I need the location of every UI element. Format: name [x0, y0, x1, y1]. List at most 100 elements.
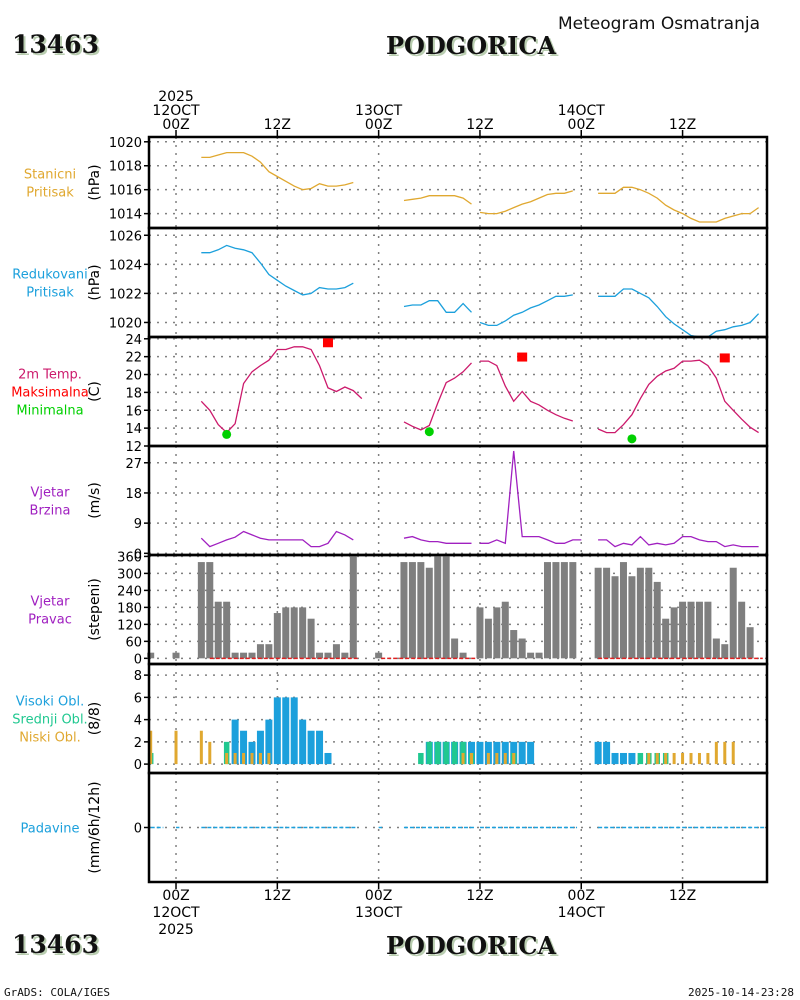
panel-frame: [147, 226, 769, 339]
bar: [316, 730, 324, 765]
bar: [248, 652, 256, 659]
y-tick-label: 60: [125, 635, 142, 650]
series-line: [200, 346, 363, 434]
bar: [240, 652, 248, 659]
y-tick-label: 1026: [109, 229, 142, 244]
bar: [418, 752, 424, 765]
unit-label: (m/s): [87, 482, 103, 519]
panel-label: Pritisak: [26, 286, 74, 301]
bar: [206, 562, 214, 659]
y-tick-label: 27: [125, 457, 142, 472]
y-tick-label: 180: [117, 601, 142, 616]
credit-text: GrADS: COLA/IGES: [4, 986, 110, 999]
x-tick-label-top: 00Z: [365, 117, 392, 133]
bar: [256, 644, 264, 659]
timestamp-text: 2025-10-14-23:28: [688, 986, 794, 999]
bar: [695, 601, 703, 659]
bar: [664, 752, 668, 765]
bar: [662, 618, 670, 659]
bar: [223, 601, 231, 659]
station-name-top: PODGORICA: [386, 31, 557, 60]
x-tick-label-bottom: 12Z: [264, 888, 291, 904]
y-tick-label: 12: [125, 440, 142, 455]
bar: [341, 652, 349, 659]
y-tick-label: 1020: [109, 316, 142, 331]
bar: [611, 752, 619, 765]
bar: [527, 652, 535, 659]
bar: [199, 730, 203, 765]
panel-label: 2m Temp.: [18, 368, 82, 383]
bar: [324, 752, 332, 765]
series-line: [200, 530, 354, 548]
bar: [443, 741, 449, 765]
y-tick-label: 1014: [109, 208, 142, 223]
bar: [731, 741, 735, 765]
x-tick-label-bottom: 00Z: [568, 888, 595, 904]
bar: [375, 652, 383, 659]
x-tick-label-top: 14OCT: [558, 103, 606, 119]
bar: [738, 601, 746, 659]
bar: [231, 652, 239, 659]
series-line: [480, 360, 573, 422]
series-line: [201, 244, 354, 296]
bar: [147, 652, 155, 659]
unit-label: (stepeni): [87, 578, 103, 641]
unit-label: (hPa): [87, 164, 103, 200]
bar: [248, 741, 256, 765]
bar: [670, 607, 678, 659]
series-line: [201, 151, 354, 191]
series-line: [480, 450, 582, 545]
bar: [208, 741, 212, 765]
unit-label: (mm/6h/12h): [87, 781, 103, 873]
bar: [510, 630, 518, 659]
bar: [679, 601, 687, 659]
panel-label: Padavine: [21, 822, 80, 837]
bar: [223, 741, 230, 765]
x-tick-label-bottom: 14OCT: [558, 905, 606, 921]
bar: [611, 576, 619, 659]
bar: [552, 562, 560, 659]
max-temp-marker: [322, 338, 333, 348]
series-line: [479, 190, 573, 215]
bar: [349, 556, 357, 659]
bar: [408, 562, 416, 659]
bar: [510, 741, 518, 765]
bar: [174, 730, 178, 765]
x-tick-label-bottom: 13OCT: [355, 905, 403, 921]
y-tick-label: 240: [117, 584, 142, 599]
bar: [619, 752, 627, 765]
x-tick-label-top: 2025: [158, 89, 194, 105]
bar: [265, 644, 273, 659]
bar: [265, 719, 273, 765]
bar: [486, 752, 490, 765]
bar: [451, 741, 458, 765]
y-tick-label: 6: [134, 691, 142, 706]
bar: [704, 601, 712, 659]
series-line: [403, 362, 472, 431]
x-tick-label-top: 00Z: [162, 117, 189, 133]
min-temp-marker: [222, 429, 232, 439]
bar: [172, 652, 180, 659]
bar: [746, 627, 754, 659]
x-tick-label-top: 12OCT: [152, 103, 200, 119]
bar: [681, 752, 685, 765]
bar: [267, 752, 271, 765]
panel-label: Pritisak: [26, 186, 74, 201]
bar: [290, 697, 298, 765]
series-line: [597, 359, 759, 434]
bar: [603, 741, 611, 765]
y-tick-label: 9: [134, 517, 142, 532]
bar: [637, 752, 644, 765]
bar: [256, 730, 264, 765]
bar: [512, 752, 516, 765]
bar: [476, 607, 484, 659]
bar: [484, 741, 492, 765]
panel-label: Vjetar: [31, 486, 71, 501]
bar: [316, 652, 324, 659]
y-tick-label: 1020: [109, 136, 142, 151]
bar: [628, 752, 636, 765]
bar: [689, 752, 693, 765]
y-tick-label: 0: [134, 758, 142, 773]
unit-label: (C): [87, 381, 103, 402]
bar: [324, 652, 332, 659]
